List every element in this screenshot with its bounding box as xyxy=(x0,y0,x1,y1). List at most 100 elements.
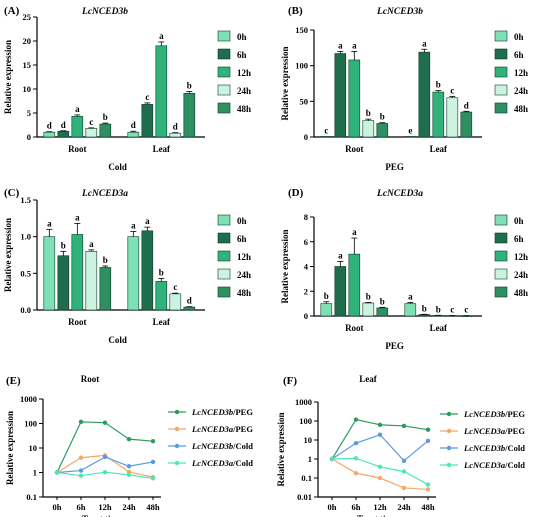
significance-letter: d xyxy=(47,121,52,131)
bar-panel-2: (C) LcNCED3a 0.0 0.5 1.0 1.5 Relative expressi… xyxy=(3,187,251,345)
bar xyxy=(334,266,347,317)
significance-letter: a xyxy=(145,216,150,226)
data-point xyxy=(78,455,84,460)
significance-letter: d xyxy=(131,120,136,130)
legend-label: 12h xyxy=(237,252,251,262)
bar xyxy=(432,91,445,138)
bar xyxy=(169,293,182,311)
bar xyxy=(460,111,473,138)
data-point xyxy=(353,456,359,461)
series-line xyxy=(331,457,429,486)
data-point xyxy=(401,458,407,464)
panel-label: (F) xyxy=(283,375,297,387)
panel-label: (D) xyxy=(288,187,304,199)
y-axis-label: Relative expression xyxy=(276,412,286,486)
bar xyxy=(334,53,347,138)
x-tick-label: Root xyxy=(345,144,364,154)
bar xyxy=(418,314,431,317)
bar xyxy=(99,267,112,311)
legend-condition: /Cold xyxy=(232,441,253,451)
significance-letter: b xyxy=(366,291,371,301)
data-point xyxy=(353,470,359,476)
y-tick-label: 1.5 xyxy=(20,195,31,205)
legend-label: 48h xyxy=(514,104,528,114)
bar xyxy=(376,307,389,317)
panel-label: (B) xyxy=(288,5,303,17)
bar xyxy=(155,45,168,138)
data-point xyxy=(102,469,108,475)
legend-condition: /Cold xyxy=(504,443,525,453)
significance-letter: a xyxy=(352,40,357,50)
significance-letter: c xyxy=(450,85,454,95)
legend-swatch xyxy=(494,286,508,298)
legend-label: 48h xyxy=(237,288,251,298)
significance-letter: c xyxy=(464,305,468,315)
legend-marker xyxy=(446,445,452,451)
y-tick-label: 0 xyxy=(304,132,308,142)
x-tick-label: 48h xyxy=(421,502,435,512)
bar xyxy=(362,120,375,138)
legend-label: 12h xyxy=(514,68,528,78)
panel-label: (C) xyxy=(4,187,20,199)
y-tick-label: 150 xyxy=(295,25,308,35)
legend-swatch xyxy=(494,268,508,280)
legend-condition: /PEG xyxy=(232,407,253,417)
significance-letter: b xyxy=(103,112,108,122)
legend-swatch xyxy=(217,102,231,114)
bar-panel-1: (B) LcNCED3b 0 50 100 150 Relative expression c… xyxy=(280,5,528,172)
y-tick-label: 10 xyxy=(304,435,313,445)
data-point xyxy=(401,423,407,429)
chart-title: LcNCED3a xyxy=(376,189,423,199)
data-point xyxy=(329,456,335,462)
bar xyxy=(57,255,70,311)
x-tick-label: Leaf xyxy=(430,323,448,333)
legend-label: 12h xyxy=(237,68,251,78)
bar xyxy=(71,116,84,138)
bar xyxy=(127,131,140,138)
bar xyxy=(362,302,375,317)
y-tick-label: 0.1 xyxy=(26,492,37,502)
legend-label: 48h xyxy=(237,104,251,114)
y-tick-label: 100 xyxy=(24,419,37,429)
data-point xyxy=(353,417,359,422)
bar xyxy=(141,230,154,311)
legend-condition: /Cold xyxy=(504,460,525,470)
significance-letter: e xyxy=(408,125,412,135)
panel-label: (E) xyxy=(6,375,21,387)
bar xyxy=(85,251,98,311)
significance-letter: b xyxy=(436,304,441,314)
x-tick-label: 6h xyxy=(77,502,86,512)
legend-swatch xyxy=(494,214,508,226)
data-point xyxy=(150,476,156,481)
significance-letter: b xyxy=(324,291,329,301)
legend-condition: /PEG xyxy=(232,424,253,434)
y-tick-label: 50 xyxy=(300,96,309,106)
y-tick-label: 10 xyxy=(23,84,32,94)
data-point xyxy=(102,454,108,460)
x-tick-label: 12h xyxy=(98,502,112,512)
legend-swatch xyxy=(494,250,508,262)
legend-gene: LcNCED3b xyxy=(463,443,505,453)
significance-letter: b xyxy=(380,112,385,122)
y-tick-label: 1.0 xyxy=(20,232,31,242)
legend-swatch xyxy=(494,48,508,60)
legend-label: 24h xyxy=(237,86,251,96)
legend-label: 0h xyxy=(237,32,247,42)
legend-label: LcNCED3a/PEG xyxy=(191,424,253,434)
legend-label: 12h xyxy=(514,252,528,262)
x-axis-label: PEG xyxy=(385,341,404,351)
legend-swatch xyxy=(494,66,508,78)
significance-letter: b xyxy=(61,240,66,250)
y-axis-label: Relative expression xyxy=(280,229,290,303)
legend-marker xyxy=(174,409,180,415)
data-point xyxy=(425,487,431,492)
chart-title: LcNCED3b xyxy=(376,7,423,17)
bar xyxy=(99,123,112,138)
legend-label: 48h xyxy=(514,288,528,298)
legend-swatch xyxy=(217,268,231,280)
legend-label: 24h xyxy=(237,270,251,280)
x-tick-label: Root xyxy=(345,323,364,333)
legend-gene: LcNCED3b xyxy=(191,407,233,417)
significance-letter: d xyxy=(61,120,66,130)
